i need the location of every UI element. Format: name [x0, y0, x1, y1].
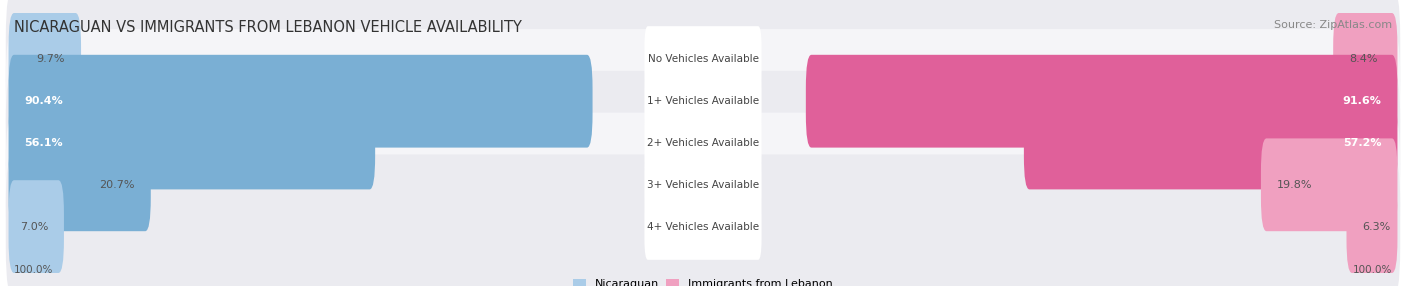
- FancyBboxPatch shape: [6, 29, 1400, 173]
- FancyBboxPatch shape: [6, 0, 1400, 132]
- Text: NICARAGUAN VS IMMIGRANTS FROM LEBANON VEHICLE AVAILABILITY: NICARAGUAN VS IMMIGRANTS FROM LEBANON VE…: [14, 20, 522, 35]
- FancyBboxPatch shape: [8, 55, 592, 148]
- Text: 91.6%: 91.6%: [1343, 96, 1382, 106]
- Text: 4+ Vehicles Available: 4+ Vehicles Available: [647, 222, 759, 232]
- Legend: Nicaraguan, Immigrants from Lebanon: Nicaraguan, Immigrants from Lebanon: [568, 275, 838, 286]
- Text: 7.0%: 7.0%: [20, 222, 48, 232]
- FancyBboxPatch shape: [644, 68, 762, 134]
- FancyBboxPatch shape: [1347, 180, 1398, 273]
- FancyBboxPatch shape: [8, 13, 82, 106]
- FancyBboxPatch shape: [806, 55, 1398, 148]
- Text: 100.0%: 100.0%: [14, 265, 53, 275]
- FancyBboxPatch shape: [8, 138, 150, 231]
- Text: 3+ Vehicles Available: 3+ Vehicles Available: [647, 180, 759, 190]
- FancyBboxPatch shape: [644, 152, 762, 218]
- FancyBboxPatch shape: [8, 180, 63, 273]
- FancyBboxPatch shape: [8, 97, 375, 189]
- Text: 56.1%: 56.1%: [24, 138, 63, 148]
- FancyBboxPatch shape: [1261, 138, 1398, 231]
- Text: 20.7%: 20.7%: [100, 180, 135, 190]
- FancyBboxPatch shape: [644, 26, 762, 93]
- Text: 9.7%: 9.7%: [37, 54, 65, 64]
- FancyBboxPatch shape: [1333, 13, 1398, 106]
- FancyBboxPatch shape: [644, 193, 762, 260]
- Text: 100.0%: 100.0%: [1353, 265, 1392, 275]
- FancyBboxPatch shape: [6, 113, 1400, 257]
- Text: 6.3%: 6.3%: [1362, 222, 1391, 232]
- Text: 57.2%: 57.2%: [1343, 138, 1382, 148]
- Text: Source: ZipAtlas.com: Source: ZipAtlas.com: [1274, 20, 1392, 30]
- Text: No Vehicles Available: No Vehicles Available: [648, 54, 758, 64]
- Text: 90.4%: 90.4%: [24, 96, 63, 106]
- FancyBboxPatch shape: [6, 154, 1400, 286]
- Text: 1+ Vehicles Available: 1+ Vehicles Available: [647, 96, 759, 106]
- Text: 19.8%: 19.8%: [1277, 180, 1312, 190]
- FancyBboxPatch shape: [644, 110, 762, 176]
- Text: 2+ Vehicles Available: 2+ Vehicles Available: [647, 138, 759, 148]
- FancyBboxPatch shape: [6, 71, 1400, 215]
- Text: 8.4%: 8.4%: [1348, 54, 1378, 64]
- FancyBboxPatch shape: [1024, 97, 1398, 189]
